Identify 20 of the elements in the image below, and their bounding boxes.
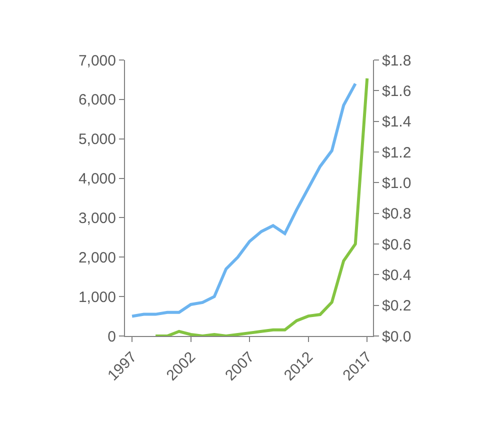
- y2-tick-label: $0.0: [382, 328, 412, 346]
- y-tick-label: 4,000: [78, 170, 116, 188]
- y2-tick-label: $1.8: [382, 52, 412, 70]
- y2-tick-label: $0.4: [382, 266, 412, 284]
- line-series: [130, 82, 357, 318]
- y2-tick-label: $1.0: [382, 174, 412, 192]
- y2-tick-label: $0.6: [382, 236, 412, 254]
- y2-tick-label: $1.4: [382, 114, 412, 131]
- y-tick-label: 3,000: [78, 210, 116, 227]
- y2-tick-label: $1.2: [382, 144, 412, 162]
- y-tick-label: 2,000: [78, 249, 116, 266]
- y2-tick-label: $1.6: [382, 82, 412, 100]
- y-tick-label: 1,000: [78, 288, 116, 306]
- y-tick-label: 5,000: [78, 131, 116, 148]
- y-tick-label: 0: [108, 328, 116, 346]
- line-series: [154, 76, 369, 336]
- y-tick-label: 6,000: [78, 92, 116, 109]
- y2-tick-label: $0.8: [382, 206, 412, 223]
- y-tick-label: 7,000: [78, 52, 116, 70]
- y2-tick-label: $0.2: [382, 298, 412, 315]
